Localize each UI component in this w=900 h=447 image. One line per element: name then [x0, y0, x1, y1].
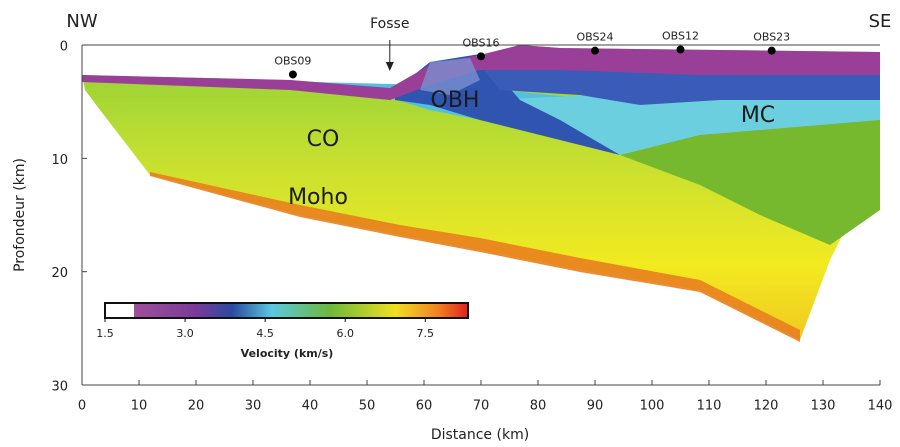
region-label: CO: [307, 127, 340, 152]
station-label: OBS16: [463, 36, 500, 49]
station: [288, 70, 297, 79]
x-tick-label: 0: [78, 399, 86, 414]
x-tick-label: 70: [473, 399, 490, 414]
velocity-section: [82, 45, 880, 342]
x-tick-label: 130: [811, 399, 836, 414]
region-label: MC: [741, 103, 775, 128]
trench-arrowhead: [385, 62, 394, 71]
x-tick-label: 100: [640, 399, 665, 414]
x-tick-label: 110: [697, 399, 722, 414]
x-tick-label: 140: [868, 399, 893, 414]
x-tick-label: 120: [754, 399, 779, 414]
nw-label: NW: [66, 11, 97, 32]
colorbar-tick-label: 1.5: [96, 327, 114, 340]
y-tick-label: 10: [51, 153, 68, 168]
y-tick-label: 20: [51, 266, 68, 281]
station: [676, 45, 685, 54]
x-tick-label: 20: [188, 399, 205, 414]
colorbar-tick-label: 4.5: [256, 327, 274, 340]
colorbar-tick-label: 3.0: [176, 327, 194, 340]
colorbar-tick-label: 6.0: [336, 327, 354, 340]
region-label: Moho: [288, 185, 348, 210]
station: [477, 52, 485, 61]
station-label: OBS12: [662, 30, 699, 43]
x-tick-label: 60: [416, 399, 433, 414]
trench-label: Fosse: [370, 16, 409, 32]
region-label: OBH: [431, 88, 480, 113]
station-label: OBS09: [274, 54, 311, 67]
x-tick-label: 90: [587, 399, 604, 414]
x-tick-label: 30: [245, 399, 262, 414]
y-axis-label: Profondeur (km): [12, 158, 28, 272]
x-tick-label: 50: [359, 399, 376, 414]
x-axis-label: Distance (km): [431, 427, 529, 443]
se-label: SE: [869, 11, 892, 32]
station: [591, 46, 599, 55]
x-tick-label: 10: [131, 399, 148, 414]
colorbar: [104, 302, 469, 319]
station-label: OBS24: [577, 31, 614, 44]
colorbar-label: Velocity (km/s): [241, 347, 334, 360]
y-tick-label: 30: [51, 380, 68, 395]
y-tick-label: 0: [60, 40, 68, 55]
station-label: OBS23: [753, 31, 790, 44]
colorbar-tick-label: 7.5: [417, 327, 435, 340]
x-tick-label: 40: [302, 399, 319, 414]
x-tick-label: 80: [530, 399, 547, 414]
station: [767, 46, 776, 55]
